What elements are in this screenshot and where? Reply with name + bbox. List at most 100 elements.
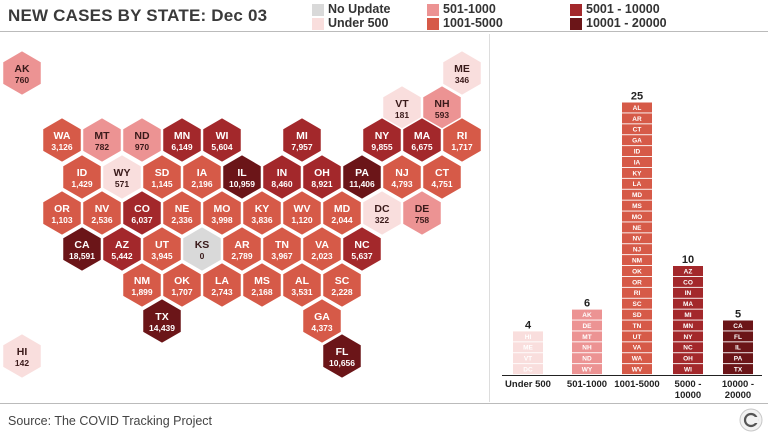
bar-cell — [622, 331, 652, 342]
hex-state-value: 5,637 — [351, 251, 373, 261]
bar-cell-label: MS — [632, 203, 642, 210]
bar-category-label: 20000 — [725, 390, 751, 401]
bar-cell-label: VA — [633, 345, 642, 352]
hex-state-value: 2,044 — [331, 215, 353, 225]
hex-state-abbr: WA — [54, 130, 71, 142]
hex-shape — [321, 189, 363, 237]
hex-state-va: VA2,023 — [301, 225, 343, 273]
hex-shape — [221, 225, 263, 273]
bar-5000-10000: AZ CO IN MA MI MN NY NC OH WI 10 5000 -10000 — [673, 254, 703, 401]
hex-shape — [401, 116, 443, 164]
hex-state-value: 18,591 — [69, 251, 95, 261]
hex-state-abbr: NC — [354, 239, 370, 251]
hex-state-sd: SD1,145 — [141, 153, 183, 201]
bar-cell — [622, 244, 652, 255]
hex-state-value: 6,037 — [131, 215, 153, 225]
bar-cell — [572, 309, 602, 320]
hex-state-wa: WA3,126 — [41, 116, 83, 164]
bar-cell-label: MO — [632, 214, 642, 221]
hex-shape — [261, 153, 303, 201]
hex-state-co: CO6,037 — [121, 189, 163, 237]
hex-state-abbr: ND — [134, 130, 150, 142]
bar-cell-label: IA — [634, 159, 641, 166]
hex-state-value: 2,789 — [231, 251, 253, 261]
hex-state-value: 142 — [15, 358, 29, 368]
hex-state-value: 1,145 — [151, 179, 173, 189]
bar-cell — [622, 266, 652, 276]
hex-state-value: 7,957 — [291, 142, 313, 152]
bar-cell — [622, 255, 652, 266]
bar-cell-label: PA — [734, 356, 743, 363]
hex-state-abbr: MD — [334, 203, 351, 215]
bar-cell-label: AR — [632, 116, 642, 123]
hex-state-abbr: NM — [134, 275, 151, 287]
hex-shape — [301, 297, 343, 345]
hex-state-oh: OH8,921 — [301, 153, 343, 201]
hex-shape — [81, 116, 123, 164]
bar-cell-label: AK — [582, 312, 592, 319]
bar-cell-label: RI — [634, 290, 641, 297]
hex-shape — [181, 225, 223, 273]
hex-state-nj: NJ4,793 — [381, 153, 423, 201]
hex-state-value: 10,959 — [229, 179, 255, 189]
bar-cell-label: DC — [523, 367, 533, 374]
hex-shape — [441, 49, 483, 97]
hex-state-abbr: IA — [197, 167, 208, 179]
footer-divider — [0, 403, 768, 404]
bar-cell — [513, 364, 543, 375]
hex-state-abbr: TN — [275, 239, 289, 251]
hex-state-abbr: CA — [74, 239, 90, 251]
bar-cell-label: MA — [683, 301, 693, 308]
bar-cell — [673, 364, 703, 375]
bar-cell — [622, 167, 652, 178]
bar-count-label: 25 — [631, 91, 643, 103]
hex-state-value: 346 — [455, 75, 469, 85]
hex-state-mo: MO3,998 — [201, 189, 243, 237]
hex-state-mi: MI7,957 — [281, 116, 323, 164]
bar-cell-label: TN — [633, 323, 642, 330]
bar-cell-label: MI — [684, 312, 691, 319]
hex-state-value: 1,120 — [291, 215, 313, 225]
hex-state-ri: RI1,717 — [441, 116, 483, 164]
hex-state-nv: NV2,536 — [81, 189, 123, 237]
legend: No Update Under 500 501-1000 1001-5000 5… — [0, 0, 768, 30]
hex-state-abbr: MS — [254, 275, 270, 287]
bar-cell — [622, 178, 652, 189]
hex-state-abbr: LA — [215, 275, 229, 287]
bar-cell-label: MD — [632, 192, 642, 199]
bar-cell — [622, 353, 652, 364]
hex-state-value: 3,126 — [51, 142, 73, 152]
hex-state-abbr: KS — [195, 239, 210, 251]
bar-cell — [673, 276, 703, 287]
hex-state-value: 5,604 — [211, 142, 233, 152]
hex-state-value: 4,793 — [391, 179, 413, 189]
hex-state-abbr: AZ — [115, 239, 130, 251]
hex-state-abbr: AK — [14, 63, 30, 75]
hex-state-value: 2,168 — [251, 287, 273, 297]
bar-cell-label: NE — [632, 225, 642, 232]
bar-cell-label: NM — [632, 258, 642, 265]
hex-shape — [281, 261, 323, 309]
bar-cell — [622, 320, 652, 331]
hex-state-wi: WI5,604 — [201, 116, 243, 164]
hex-state-value: 11,406 — [349, 179, 375, 189]
bar-cell — [572, 342, 602, 353]
bar-cell — [513, 331, 543, 342]
hex-shape — [261, 225, 303, 273]
hex-state-abbr: OR — [54, 203, 70, 215]
hex-state-value: 1,707 — [171, 287, 193, 297]
hex-shape — [141, 225, 183, 273]
hex-state-abbr: NV — [95, 203, 110, 215]
bar-category-label: Under 500 — [505, 379, 551, 390]
hex-state-abbr: CO — [134, 203, 150, 215]
hex-shape — [201, 189, 243, 237]
bar-cell-label: OR — [632, 279, 642, 286]
hex-shape — [201, 261, 243, 309]
hex-state-ma: MA6,675 — [401, 116, 443, 164]
bar-cell-label: WY — [582, 367, 593, 374]
